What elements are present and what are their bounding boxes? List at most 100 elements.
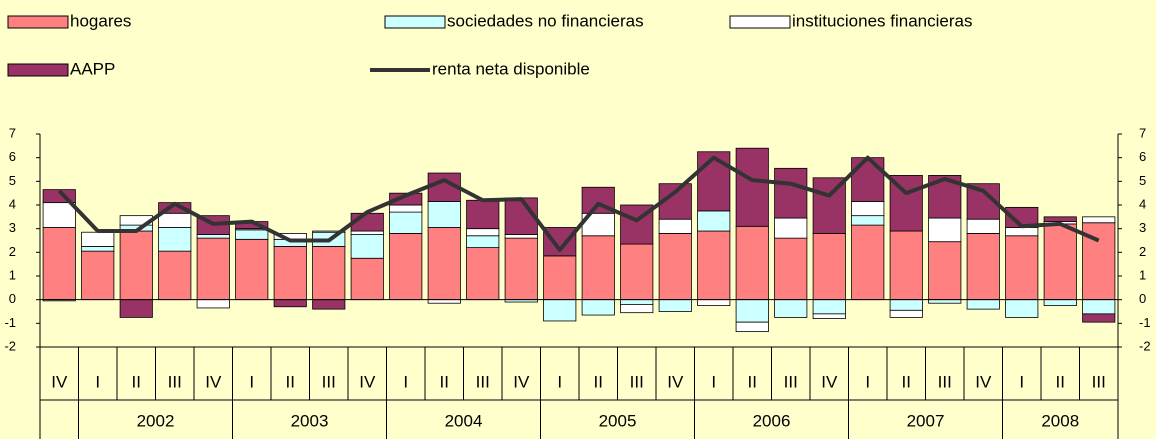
y-tick-label: 3 [9,220,16,235]
x-tick-label: I [865,372,870,391]
x-tick-label: IV [821,372,838,391]
group-label: 2006 [753,411,791,430]
line [57,155,1100,252]
bar [196,237,230,301]
bar [312,230,346,233]
bar [851,157,885,202]
bar [581,299,615,316]
x-tick-label: III [784,372,798,391]
bar [1043,299,1077,306]
x-tick-label: III [630,372,644,391]
bar [1082,216,1116,224]
bar [697,151,731,212]
bar [389,211,423,234]
x-tick-label: II [1056,372,1065,391]
x-tick-label: I [1019,372,1024,391]
x-tick-label: II [440,372,449,391]
bar [774,167,808,219]
group-label: 2004 [445,411,483,430]
legend-label: AAPP [70,59,115,78]
bar [119,230,153,301]
bar [697,230,731,301]
bar [1043,216,1077,222]
bar [1005,235,1039,301]
y2-tick-label: 7 [1139,125,1146,140]
bar [235,238,269,301]
bar [928,241,962,301]
x-tick-label: III [938,372,952,391]
legend-label: sociedades no financieras [447,11,644,30]
bar [774,217,808,239]
bar [389,232,423,301]
y2-tick-label: 6 [1139,149,1146,164]
bar [466,247,500,301]
bar [196,299,230,309]
legend-label: hogares [70,11,131,30]
bar [350,230,384,235]
y2-tick-label: 0 [1139,291,1146,306]
y-tick-label: 4 [9,196,16,211]
bar [1005,299,1039,318]
bar [158,227,192,252]
bar [273,246,307,301]
x-tick-label: III [1092,372,1106,391]
group-label: 2008 [1041,411,1079,430]
y2-tick-label: 4 [1139,196,1146,211]
x-tick-label: III [476,372,490,391]
bar [620,303,654,314]
y2-tick-label: -1 [1139,315,1151,330]
y-tick-label: -2 [4,338,16,353]
bar [966,299,1000,310]
bar [350,257,384,301]
bar [427,201,461,228]
bar [389,204,423,213]
bar [42,227,76,301]
bar [312,299,346,310]
y-tick-label: -1 [4,315,16,330]
bar [158,212,192,228]
legend-swatch [7,63,69,77]
bar [466,235,500,248]
bar [620,299,654,305]
bar [851,215,885,226]
x-tick-label: III [168,372,182,391]
bar [1043,223,1077,301]
bar [543,255,577,301]
bar [543,299,577,322]
bar [774,237,808,301]
bar [427,299,461,304]
x-tick-label: I [403,372,408,391]
bar [812,313,846,320]
bar [697,210,731,232]
bar [774,299,808,318]
y2-tick-label: -2 [1139,338,1151,353]
legend-swatch [384,15,446,29]
y-tick-label: 6 [9,149,16,164]
y-tick-label: 2 [9,244,16,259]
x-tick-label: I [95,372,100,391]
legend-swatch [729,15,791,29]
legend-label: instituciones financieras [792,11,972,30]
legend-swatch [7,15,69,29]
x-tick-label: II [132,372,141,391]
x-tick-label: IV [975,372,992,391]
bar [812,299,846,315]
y-tick-label: 1 [9,267,16,282]
y2-tick-label: 1 [1139,267,1146,282]
bar [889,299,923,311]
x-tick-label: IV [667,372,684,391]
bar [273,299,307,308]
bar [735,299,769,323]
bar [466,199,500,230]
legend-label: renta neta disponible [432,59,590,78]
bar [620,243,654,301]
x-tick-label: II [286,372,295,391]
bar [851,224,885,301]
bar [889,309,923,318]
bar [81,250,115,301]
bar [851,201,885,217]
bar [158,250,192,301]
group-label: 2005 [599,411,637,430]
bar [812,232,846,301]
x-tick-label: IV [51,372,68,391]
